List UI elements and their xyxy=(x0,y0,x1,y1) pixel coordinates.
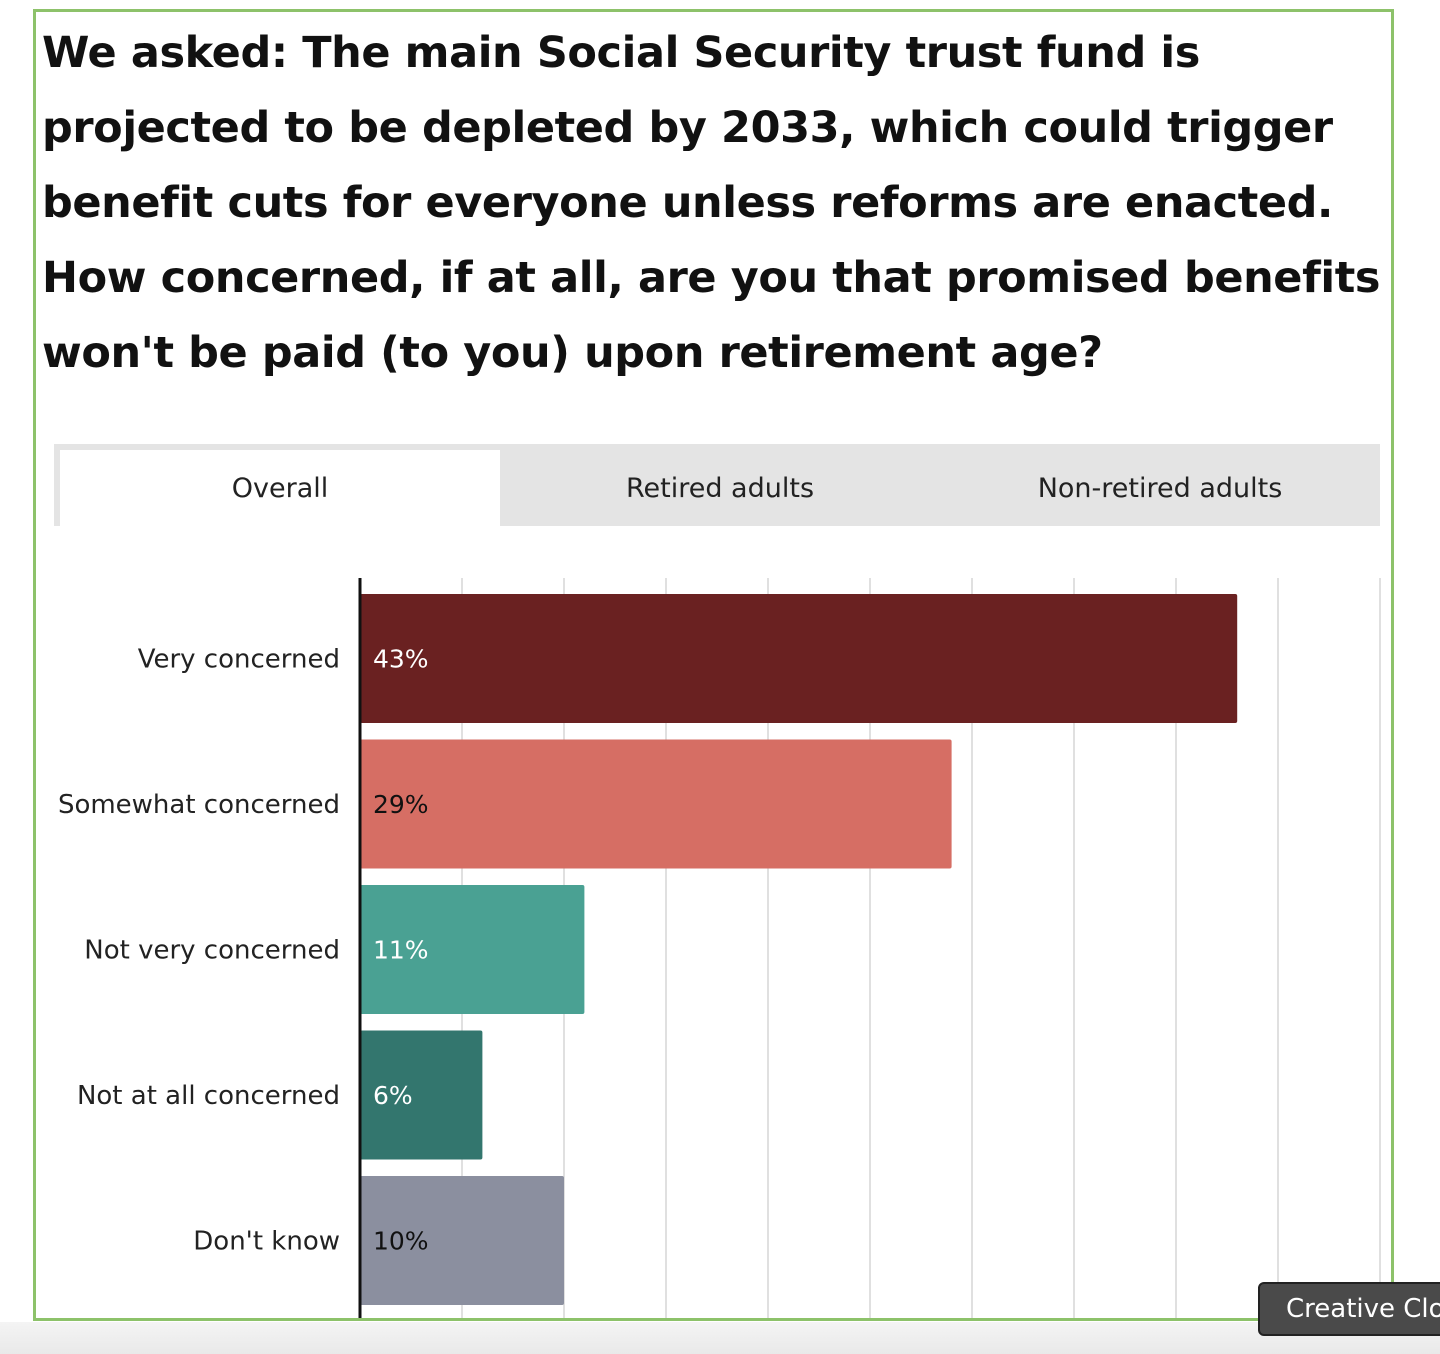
bar xyxy=(360,1176,564,1305)
chart-card: We asked: The main Social Security trust… xyxy=(33,9,1394,1321)
question-title: We asked: The main Social Security trust… xyxy=(42,28,1381,378)
value-label: 29% xyxy=(373,790,429,819)
bar xyxy=(360,739,952,869)
tab-overall[interactable]: Overall xyxy=(60,450,500,526)
value-label: 43% xyxy=(373,645,429,674)
bottom-shade xyxy=(0,1322,1440,1354)
tab-retired-adults[interactable]: Retired adults xyxy=(625,472,815,504)
tab-non-retired-adults[interactable]: Non-retired adults xyxy=(1037,472,1283,504)
bar-chart-svg: Very concerned 43% Somewhat concerned 29% No… xyxy=(58,578,1381,1318)
bar xyxy=(360,1030,483,1160)
bar xyxy=(360,594,1238,723)
value-label: 11% xyxy=(373,936,429,965)
category-label: Somewhat concerned xyxy=(58,790,340,820)
value-label: 6% xyxy=(373,1081,413,1110)
category-label: Not at all concerned xyxy=(77,1081,340,1111)
bar-chart: Very concerned 43% Somewhat concerned 29% No… xyxy=(36,562,1391,1318)
bar xyxy=(360,885,585,1014)
category-label: Very concerned xyxy=(138,645,340,675)
tab-bar: Overall Retired adults Non-retired adult… xyxy=(54,444,1380,526)
creative-cloud-badge[interactable]: Creative Clo xyxy=(1258,1282,1440,1336)
category-label: Don't know xyxy=(193,1227,340,1257)
value-label: 10% xyxy=(373,1227,429,1256)
category-label: Not very concerned xyxy=(84,936,340,966)
